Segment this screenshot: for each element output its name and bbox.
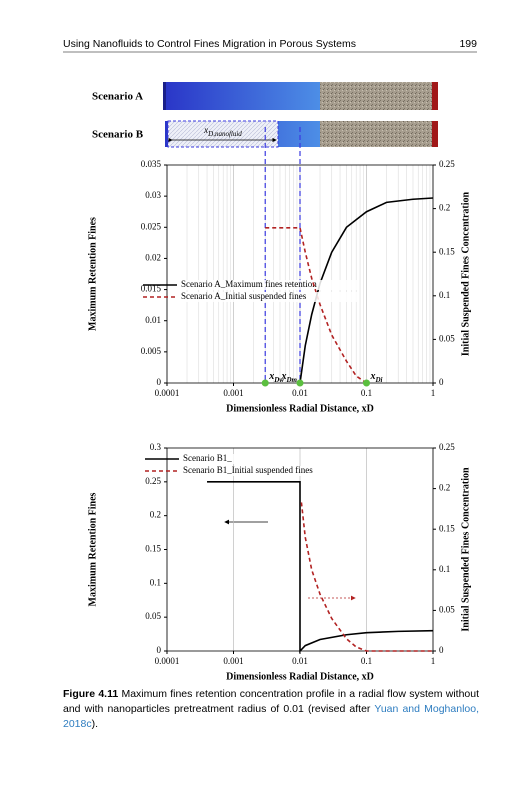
x-tick-label: 0.1	[361, 388, 372, 398]
x-axis-title: Dimensionless Radial Distance, xD	[226, 671, 374, 682]
y-axis-title: Maximum Retention Fines	[87, 492, 98, 606]
x-tick-label: 0.1	[361, 656, 372, 666]
y-tick-label: 0.01	[145, 315, 161, 325]
x-tick-label: 1	[431, 388, 436, 398]
marker-sub: Dw	[273, 376, 284, 384]
marker-sub: Di	[375, 376, 383, 384]
y2-tick-label: 0.15	[439, 246, 455, 256]
legend-bg	[183, 466, 365, 476]
scenario-a-edge	[163, 82, 166, 110]
y2-tick-label: 0.1	[439, 564, 450, 574]
y-tick-label: 0.25	[145, 476, 161, 486]
scenario-a-label: Scenario A	[92, 91, 143, 103]
x-tick-label: 0.0001	[155, 388, 180, 398]
scenario-a-rock	[320, 82, 433, 110]
y-tick-label: 0.2	[150, 510, 161, 520]
running-title: Using Nanofluids to Control Fines Migrat…	[63, 38, 356, 50]
y2-tick-label: 0.15	[439, 523, 455, 533]
y2-tick-label: 0.25	[439, 159, 455, 169]
y2-tick-label: 0.05	[439, 604, 455, 614]
page-figure: Using Nanofluids to Control Fines Migrat…	[63, 38, 477, 682]
legend-label: Scenario B1_	[183, 453, 232, 463]
y2-axis-title: Initial Suspended Fines Concentration	[460, 191, 471, 356]
nanofluid-sub: D,nanofluid	[207, 130, 242, 138]
y-axis-title: Maximum Retention Fines	[87, 217, 98, 331]
marker-label: xDm	[281, 371, 298, 383]
caption-label: Figure 4.11	[63, 688, 119, 700]
caption-text: Maximum fines retention concentration pr…	[63, 688, 480, 715]
caption: Figure 4.11 Maximum fines retention conc…	[63, 687, 479, 732]
x-tick-label: 0.001	[223, 388, 243, 398]
x-tick-label: 0.01	[292, 656, 308, 666]
y2-tick-label: 0.2	[439, 483, 450, 493]
y-tick-label: 0.15	[145, 544, 161, 554]
y-tick-label: 0.05	[145, 611, 161, 621]
y-tick-label: 0.1	[150, 577, 161, 587]
legend-label: Scenario A_Initial suspended fines	[181, 291, 307, 301]
y-tick-label: 0	[157, 645, 162, 655]
marker-sub: Dm	[286, 376, 298, 384]
legend-bg	[183, 454, 246, 464]
y2-tick-label: 0.2	[439, 203, 450, 213]
scenario-b-label: Scenario B	[92, 129, 144, 141]
y-tick-label: 0.3	[150, 442, 162, 452]
scenario-a-fluid	[165, 82, 320, 110]
legend-bg	[181, 292, 358, 302]
y2-axis-title: Initial Suspended Fines Concentration	[460, 467, 471, 632]
x-axis-title: Dimensionless Radial Distance, xD	[226, 403, 374, 414]
legend-bg	[181, 280, 358, 290]
y2-tick-label: 0.05	[439, 333, 455, 343]
y-tick-label: 0.02	[145, 252, 161, 262]
scenario-b-cap	[432, 121, 438, 147]
y2-tick-label: 0.25	[439, 442, 455, 452]
marker-point	[296, 379, 304, 387]
y-tick-label: 0.025	[141, 221, 162, 231]
series-line	[265, 226, 367, 384]
y2-tick-label: 0	[439, 377, 444, 387]
marker-label: xDw	[268, 371, 284, 383]
y2-tick-label: 0.1	[439, 290, 450, 300]
y-tick-label: 0.015	[141, 284, 162, 294]
marker-label: xDi	[370, 371, 383, 383]
y2-tick-label: 0	[439, 645, 444, 655]
caption-citation[interactable]: Yuan and Moghanloo, 2018c	[63, 703, 480, 730]
marker-point	[363, 379, 370, 387]
x-tick-label: 1	[431, 656, 436, 666]
x-tick-label: 0.01	[292, 388, 308, 398]
series-line	[300, 502, 433, 652]
caption-end: ).	[91, 718, 99, 730]
nanofluid-main: x	[203, 125, 208, 135]
nanofluid-label: xD,nanofluid	[203, 125, 242, 138]
marker-main: x	[370, 371, 376, 382]
x-tick-label: 0.001	[223, 656, 243, 666]
x-tick-label: 0.0001	[155, 656, 180, 666]
y-tick-label: 0.03	[145, 190, 161, 200]
y-tick-label: 0.005	[141, 346, 162, 356]
marker-point	[261, 379, 269, 387]
series-line	[207, 481, 434, 653]
y-tick-label: 0.035	[141, 159, 162, 169]
marker-main: x	[281, 371, 287, 382]
legend-label: Scenario A_Maximum fines retention	[181, 279, 317, 289]
legend-label: Scenario B1_Initial suspended fines	[183, 465, 313, 475]
scenario-b-nanofluid	[167, 120, 279, 148]
marker-main: x	[268, 371, 274, 382]
scenario-a-cap	[432, 82, 438, 110]
series-line	[299, 197, 434, 384]
scenario-b-rock	[320, 121, 433, 147]
y-tick-label: 0	[157, 377, 162, 387]
page-number: 199	[459, 38, 477, 50]
